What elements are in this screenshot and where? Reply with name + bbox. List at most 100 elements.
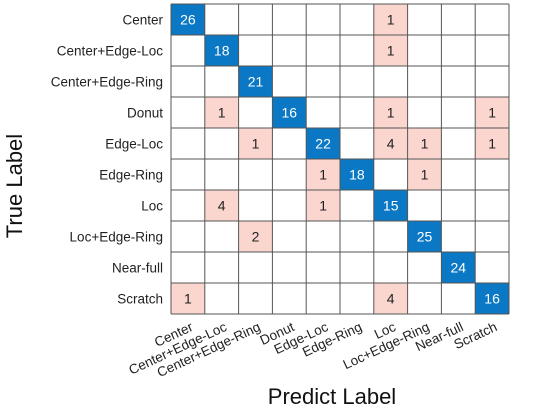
values-layer: 26 1 18 1 21 1 16 1 1 1 22 4 1 1 1 18 1 4 1 15 2 25 24 1 4 16 — [180, 12, 500, 307]
cell-value-9-6: 4 — [387, 291, 395, 307]
matrix-cell-6-8 — [441, 190, 476, 221]
cell-value-9-9: 16 — [484, 291, 500, 307]
cell-value-9-0: 1 — [184, 291, 192, 307]
matrix-cell-2-1 — [204, 66, 239, 97]
cell-value-5-5: 18 — [349, 167, 365, 183]
cell-value-3-6: 1 — [387, 105, 395, 121]
matrix-cell-9-8 — [441, 283, 476, 314]
cell-value-4-9: 1 — [488, 136, 496, 152]
matrix-cell-4-2 — [238, 128, 273, 159]
matrix-cell-9-1 — [204, 283, 239, 314]
matrix-cell-4-9 — [475, 128, 509, 159]
matrix-cell-6-7 — [407, 190, 442, 221]
matrix-cell-9-2 — [238, 283, 273, 314]
x-axis-label: Predict Label — [268, 384, 396, 409]
matrix-cell-7-8 — [441, 221, 476, 252]
matrix-cell-4-5 — [340, 128, 374, 159]
matrix-cell-1-9 — [475, 35, 509, 66]
cell-value-1-6: 1 — [387, 43, 395, 59]
matrix-cell-1-7 — [407, 35, 442, 66]
cell-value-4-2: 1 — [252, 136, 260, 152]
matrix-cell-7-9 — [475, 221, 509, 252]
matrix-cell-8-2 — [238, 252, 273, 283]
matrix-cell-3-0 — [171, 97, 205, 128]
matrix-cell-6-4 — [306, 190, 340, 221]
matrix-cell-5-1 — [204, 159, 239, 190]
matrix-cell-0-8 — [441, 4, 476, 35]
matrix-cell-7-6 — [373, 221, 408, 252]
x-tick-labels: CenterCenter+Edge-LocCenter+Edge-RingDon… — [126, 319, 499, 380]
matrix-cell-6-2 — [238, 190, 273, 221]
matrix-cell-4-3 — [272, 128, 307, 159]
matrix-cell-3-7 — [407, 97, 442, 128]
matrix-cell-0-3 — [272, 4, 307, 35]
y-tick-label: Loc — [141, 199, 163, 214]
matrix-cell-3-3 — [272, 97, 307, 128]
cell-value-6-4: 1 — [319, 198, 327, 214]
matrix-cell-0-1 — [204, 4, 239, 35]
matrix-cell-9-9 — [475, 283, 509, 314]
matrix-cell-6-5 — [340, 190, 374, 221]
cell-value-0-0: 26 — [180, 12, 196, 28]
y-tick-label: Loc+Edge-Ring — [70, 230, 163, 245]
cells-layer — [171, 4, 509, 314]
matrix-cell-2-5 — [340, 66, 374, 97]
matrix-cell-3-5 — [340, 97, 374, 128]
matrix-cell-2-3 — [272, 66, 307, 97]
matrix-cell-4-6 — [373, 128, 408, 159]
matrix-cell-7-0 — [171, 221, 205, 252]
cell-value-4-6: 4 — [387, 136, 395, 152]
y-tick-label: Center+Edge-Ring — [51, 75, 163, 90]
matrix-cell-6-6 — [373, 190, 408, 221]
cell-value-3-3: 16 — [282, 105, 298, 121]
matrix-cell-5-3 — [272, 159, 307, 190]
matrix-cell-4-0 — [171, 128, 205, 159]
cell-value-6-1: 4 — [218, 198, 226, 214]
matrix-cell-6-1 — [204, 190, 239, 221]
matrix-cell-0-2 — [238, 4, 273, 35]
matrix-cell-9-3 — [272, 283, 307, 314]
matrix-cell-5-7 — [407, 159, 442, 190]
y-tick-label: Center — [122, 13, 163, 28]
matrix-cell-3-6 — [373, 97, 408, 128]
matrix-cell-0-0 — [171, 4, 205, 35]
matrix-cell-8-5 — [340, 252, 374, 283]
matrix-cell-0-5 — [340, 4, 374, 35]
matrix-cell-0-7 — [407, 4, 442, 35]
matrix-cell-7-2 — [238, 221, 273, 252]
matrix-cell-7-7 — [407, 221, 442, 252]
matrix-cell-1-0 — [171, 35, 205, 66]
cell-value-3-9: 1 — [488, 105, 496, 121]
cell-value-3-1: 1 — [218, 105, 226, 121]
matrix-cell-4-1 — [204, 128, 239, 159]
cell-value-1-1: 18 — [214, 43, 230, 59]
matrix-cell-9-0 — [171, 283, 205, 314]
cell-value-5-7: 1 — [421, 167, 429, 183]
matrix-cell-8-8 — [441, 252, 476, 283]
matrix-cell-1-5 — [340, 35, 374, 66]
matrix-cell-6-3 — [272, 190, 307, 221]
matrix-cell-3-1 — [204, 97, 239, 128]
matrix-cell-7-4 — [306, 221, 340, 252]
matrix-cell-9-6 — [373, 283, 408, 314]
matrix-cell-3-9 — [475, 97, 509, 128]
matrix-cell-2-8 — [441, 66, 476, 97]
cell-value-8-8: 24 — [451, 260, 467, 276]
matrix-cell-1-1 — [204, 35, 239, 66]
matrix-cell-5-2 — [238, 159, 273, 190]
y-tick-labels: Center Center+Edge-Loc Center+Edge-Ring Don… — [51, 13, 164, 307]
cell-value-7-7: 25 — [417, 229, 433, 245]
matrix-cell-8-7 — [407, 252, 442, 283]
matrix-cell-8-1 — [204, 252, 239, 283]
matrix-cell-0-9 — [475, 4, 509, 35]
y-tick-label: Center+Edge-Loc — [57, 44, 163, 59]
matrix-cell-4-7 — [407, 128, 442, 159]
matrix-cell-5-0 — [171, 159, 205, 190]
matrix-cell-8-6 — [373, 252, 408, 283]
matrix-cell-2-6 — [373, 66, 408, 97]
matrix-cell-9-4 — [306, 283, 340, 314]
grid-layer — [170, 3, 510, 315]
matrix-cell-8-9 — [475, 252, 509, 283]
